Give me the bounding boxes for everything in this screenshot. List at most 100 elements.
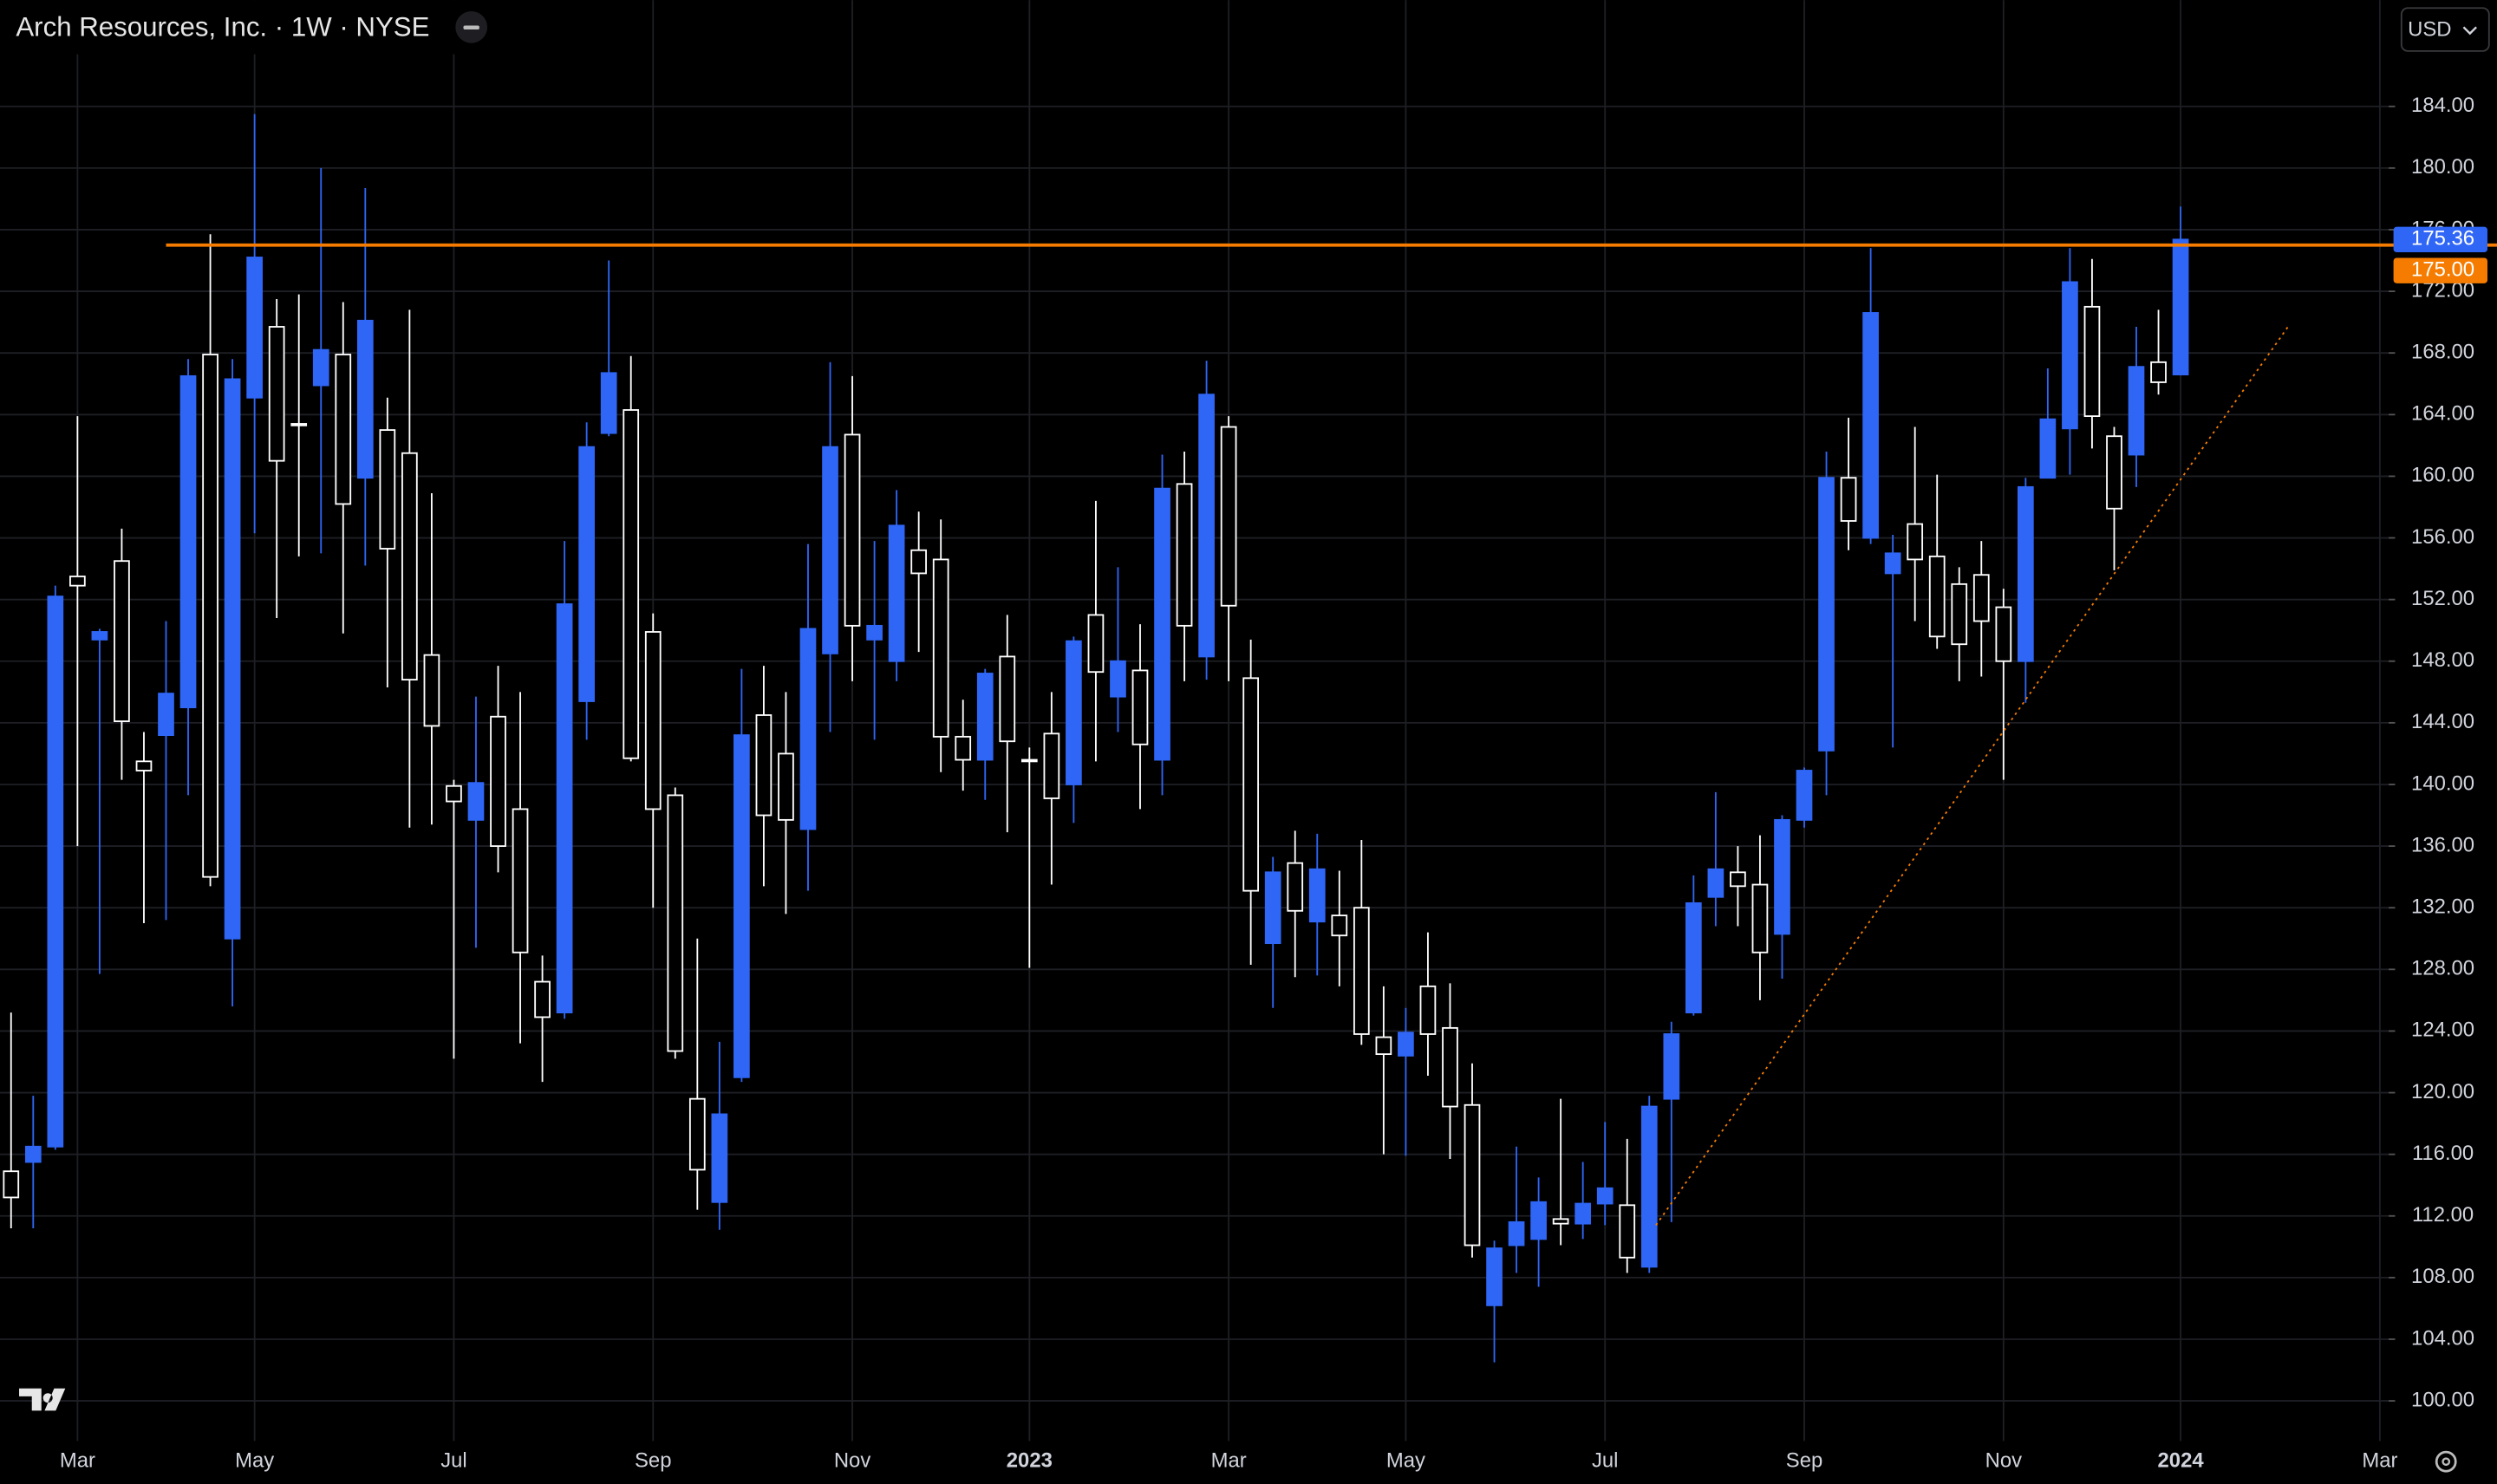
candle-body	[1840, 477, 1857, 522]
candle-body	[1685, 901, 1702, 1014]
candle-body	[401, 452, 418, 681]
y-tick-label: 164.00	[2411, 402, 2474, 426]
candle-body	[135, 760, 153, 771]
candle-body	[1419, 985, 1437, 1035]
candle-body	[47, 596, 64, 1148]
candle-body	[623, 409, 640, 759]
y-tick-label: 104.00	[2411, 1326, 2474, 1350]
candle-body	[202, 354, 218, 878]
candle-body	[1774, 818, 1790, 935]
candle-body	[866, 624, 883, 641]
candle-body	[1331, 914, 1348, 937]
candle-body	[932, 558, 949, 738]
y-tick-label: 180.00	[2411, 155, 2474, 179]
candle-body	[1640, 1105, 1658, 1268]
candle-body	[1574, 1202, 1592, 1225]
candle-body	[1043, 732, 1060, 799]
x-tick-label: May	[1386, 1449, 1425, 1473]
chart-title: Arch Resources, Inc. · 1W · NYSE	[16, 11, 429, 42]
currency-chevron	[2462, 26, 2477, 36]
candle-body	[224, 378, 241, 940]
candle-body	[1530, 1201, 1547, 1240]
settings-center	[2442, 1457, 2451, 1467]
y-tick-label: 160.00	[2411, 464, 2474, 487]
candle-body	[91, 631, 108, 641]
candle-body	[999, 655, 1016, 743]
candle-body	[1242, 677, 1260, 892]
level-price-label: 175.00	[2411, 257, 2474, 281]
labels: Mar May Jul Sep Nov 2023 Mar May Jul Sep Nov 2024 Ma…	[60, 94, 2487, 1473]
y-tick-label: 136.00	[2411, 833, 2474, 856]
y-tick-label: 108.00	[2411, 1265, 2474, 1288]
candle-body	[1751, 883, 1769, 954]
candle-body	[688, 1097, 706, 1171]
candle-body	[2172, 238, 2189, 376]
candle-body	[556, 603, 573, 1014]
candle-body	[1131, 669, 1149, 745]
candle-body	[644, 631, 662, 810]
candle-body	[755, 714, 773, 817]
candle-body	[246, 257, 263, 399]
candle-body	[778, 752, 794, 821]
candle-body	[1442, 1026, 1458, 1108]
candle-body	[312, 348, 329, 387]
title-backdrop	[0, 0, 507, 55]
x-tick-label: Mar	[1211, 1449, 1247, 1473]
y-tick-label: 148.00	[2411, 648, 2474, 672]
y-tick-label: 100.00	[2411, 1388, 2474, 1411]
candle-body	[335, 354, 352, 505]
candle-body	[2150, 361, 2167, 383]
candle-body	[268, 326, 285, 462]
candle-body	[578, 446, 595, 702]
candle-body	[1995, 606, 2012, 662]
candle-body	[600, 372, 617, 434]
candle-body	[1066, 640, 1082, 785]
candle-body	[158, 693, 174, 737]
settings-icon[interactable]	[2435, 1450, 2457, 1473]
candle-body	[446, 784, 462, 803]
candle-body	[467, 782, 485, 821]
candle-body	[490, 715, 506, 848]
currency-button[interactable]	[2400, 7, 2490, 52]
candle-body	[1707, 868, 1724, 898]
candle-body	[1818, 477, 1835, 752]
candle-body	[1020, 758, 1038, 763]
candle-body	[910, 549, 927, 575]
y-tick-label: 116.00	[2412, 1142, 2474, 1165]
y-tick-label: 144.00	[2411, 710, 2474, 733]
last-price-label: 175.36	[2411, 227, 2474, 251]
y-tick-label: 128.00	[2411, 957, 2474, 980]
candle-body	[1619, 1204, 1636, 1259]
y-tick-label: 156.00	[2411, 525, 2474, 549]
candle-body	[379, 429, 396, 550]
candle-body	[1220, 426, 1237, 607]
currency-label: USD	[2408, 17, 2451, 41]
candle-body	[955, 735, 972, 761]
candle-body	[1464, 1103, 1481, 1246]
y-tick-label: 184.00	[2411, 94, 2474, 117]
candle-body	[1663, 1033, 1680, 1100]
x-tick-label: Mar	[2362, 1449, 2397, 1473]
y-tick-label: 152.00	[2411, 587, 2474, 610]
candle-body	[2106, 435, 2122, 510]
candle-body	[667, 794, 684, 1052]
x-tick-label: Sep	[1786, 1449, 1822, 1473]
x-tick-label: 2023	[1007, 1449, 1053, 1473]
candle-body	[69, 576, 86, 587]
logo	[19, 1388, 66, 1411]
y-tick-label: 168.00	[2411, 341, 2474, 364]
x-tick-label: Sep	[635, 1449, 671, 1473]
candle-body	[1730, 871, 1746, 888]
candle-body	[799, 628, 817, 830]
marks	[3, 114, 2497, 1363]
candle-body	[1951, 583, 1968, 646]
candle-body	[733, 734, 750, 1078]
candle-body	[1375, 1036, 1392, 1056]
candle-body	[2018, 485, 2034, 662]
candle-body	[1862, 312, 1879, 539]
candle-body	[888, 524, 905, 662]
candle-body	[1486, 1247, 1503, 1306]
grid	[0, 0, 2389, 1442]
